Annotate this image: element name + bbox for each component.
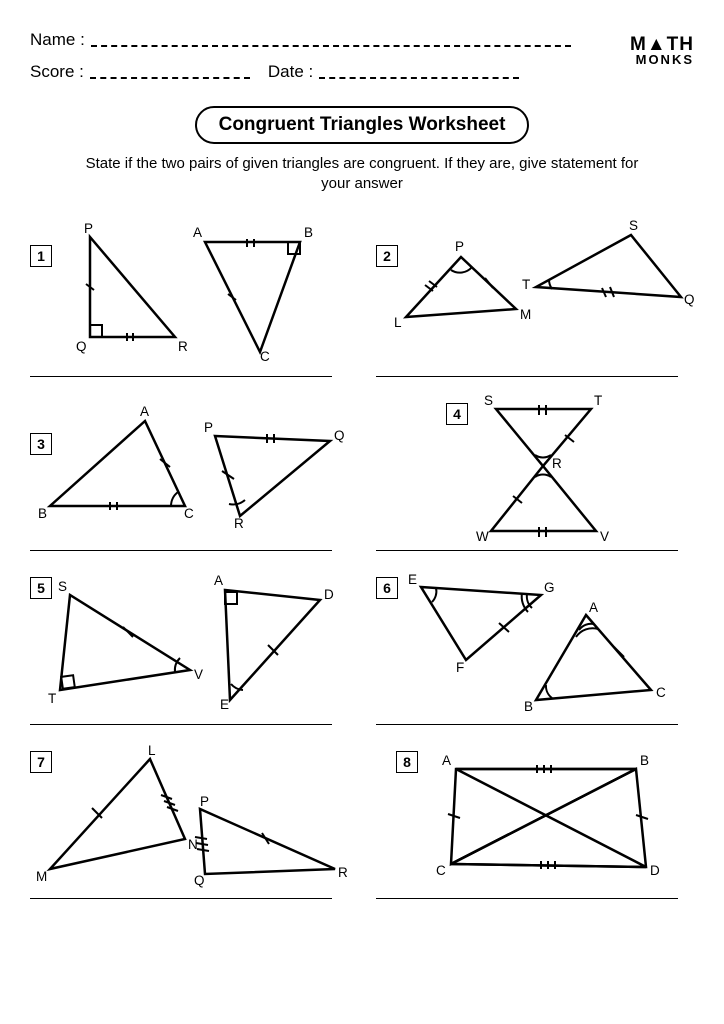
figure-3: A B C P Q R xyxy=(30,391,348,546)
figure-1: P Q R A B C xyxy=(30,217,348,372)
vertex-label: P xyxy=(84,221,93,236)
answer-line[interactable] xyxy=(30,898,332,899)
vertex-label: Q xyxy=(334,428,345,443)
problem-7: 7 L M N P Q R xyxy=(30,739,348,899)
vertex-label: A xyxy=(442,753,451,768)
vertex-label: Q xyxy=(76,339,87,354)
worksheet-title: Congruent Triangles Worksheet xyxy=(195,106,530,144)
vertex-label: Q xyxy=(194,873,205,888)
vertex-label: R xyxy=(552,456,562,471)
vertex-label: N xyxy=(188,837,198,852)
vertex-label: L xyxy=(148,743,156,758)
score-date-row: Score : Date : xyxy=(30,62,694,82)
logo: M▲TH MONKS xyxy=(630,36,694,66)
problem-3: 3 A B C P Q R xyxy=(30,391,348,551)
instruction-text: State if the two pairs of given triangle… xyxy=(70,154,654,195)
vertex-label: C xyxy=(436,863,446,878)
vertex-label: S xyxy=(484,393,493,408)
score-blank[interactable] xyxy=(90,65,250,79)
vertex-label: S xyxy=(629,218,638,233)
vertex-label: A xyxy=(589,600,598,615)
vertex-label: L xyxy=(394,315,402,330)
problem-4: 4 S T R W V xyxy=(376,391,694,551)
vertex-label: P xyxy=(204,420,213,435)
vertex-label: V xyxy=(600,529,609,544)
vertex-label: S xyxy=(58,579,67,594)
problems-grid: 1 P Q R A B C 2 xyxy=(30,217,694,899)
answer-line[interactable] xyxy=(30,724,332,725)
name-blank[interactable] xyxy=(91,33,571,47)
vertex-label: R xyxy=(234,516,244,531)
vertex-label: T xyxy=(594,393,602,408)
score-label: Score : xyxy=(30,62,84,82)
title-wrap: Congruent Triangles Worksheet xyxy=(30,106,694,144)
vertex-label: C xyxy=(656,685,666,700)
vertex-label: T xyxy=(48,691,56,706)
vertex-label: B xyxy=(524,699,533,714)
vertex-label: P xyxy=(200,794,209,809)
vertex-label: V xyxy=(194,667,203,682)
vertex-label: M xyxy=(520,307,531,322)
vertex-label: D xyxy=(324,587,334,602)
figure-7: L M N P Q R xyxy=(30,739,348,894)
date-blank[interactable] xyxy=(319,65,519,79)
name-label: Name : xyxy=(30,30,85,50)
vertex-label: A xyxy=(193,225,202,240)
problem-2: 2 P L M S T Q xyxy=(376,217,694,377)
vertex-label: R xyxy=(338,865,348,880)
problem-1: 1 P Q R A B C xyxy=(30,217,348,377)
vertex-label: G xyxy=(544,580,555,595)
problem-5: 5 S T V A D E xyxy=(30,565,348,725)
date-label: Date : xyxy=(268,62,313,82)
vertex-label: Q xyxy=(684,292,695,307)
answer-line[interactable] xyxy=(376,898,678,899)
vertex-label: P xyxy=(455,239,464,254)
vertex-label: A xyxy=(214,573,223,588)
figure-8: A B C D xyxy=(376,739,694,894)
vertex-label: D xyxy=(650,863,660,878)
figure-6: E G F A C B xyxy=(376,565,694,720)
vertex-label: R xyxy=(178,339,188,354)
vertex-label: B xyxy=(38,506,47,521)
vertex-label: W xyxy=(476,529,489,544)
vertex-label: E xyxy=(408,572,417,587)
answer-line[interactable] xyxy=(30,376,332,377)
vertex-label: C xyxy=(184,506,194,521)
vertex-label: E xyxy=(220,697,229,712)
logo-line2: MONKS xyxy=(630,54,694,66)
figure-4: S T R W V xyxy=(376,391,694,546)
problem-8: 8 A B C D xyxy=(376,739,694,899)
vertex-label: T xyxy=(522,277,530,292)
vertex-label: C xyxy=(260,349,270,364)
problem-6: 6 E G F A C B xyxy=(376,565,694,725)
vertex-label: B xyxy=(304,225,313,240)
figure-2: P L M S T Q xyxy=(376,217,694,372)
answer-line[interactable] xyxy=(376,724,678,725)
vertex-label: F xyxy=(456,660,464,675)
vertex-label: B xyxy=(640,753,649,768)
answer-line[interactable] xyxy=(376,550,678,551)
answer-line[interactable] xyxy=(30,550,332,551)
figure-5: S T V A D E xyxy=(30,565,348,720)
vertex-label: M xyxy=(36,869,47,884)
name-row: Name : xyxy=(30,30,694,50)
vertex-label: A xyxy=(140,404,149,419)
answer-line[interactable] xyxy=(376,376,678,377)
